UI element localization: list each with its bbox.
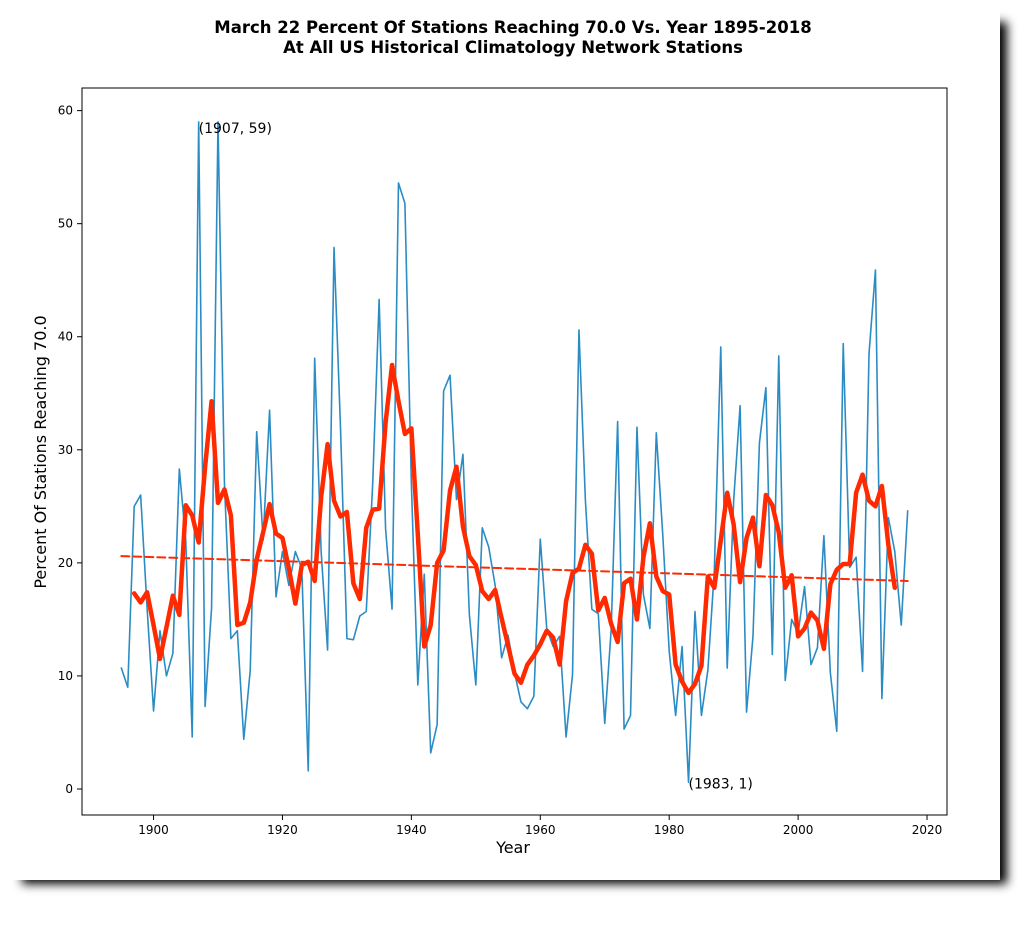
annotation: (1907, 59): [199, 121, 272, 137]
x-axis-label: Year: [495, 838, 530, 857]
x-tick-label: 1960: [525, 823, 556, 837]
y-tick-label: 10: [58, 669, 73, 683]
x-tick-label: 2000: [783, 823, 814, 837]
data-line: [131, 362, 898, 696]
x-tick-label: 2020: [912, 823, 943, 837]
x-tick-label: 1920: [267, 823, 298, 837]
chart-title: March 22 Percent Of Stations Reaching 70…: [214, 18, 811, 37]
y-tick-label: 30: [58, 443, 73, 457]
trend-line: [120, 555, 909, 582]
x-tick-label: 1900: [138, 823, 169, 837]
chart-subtitle: At All US Historical Climatology Network…: [283, 38, 743, 57]
y-tick-label: 20: [58, 556, 73, 570]
y-axis-label: Percent Of Stations Reaching 70.0: [31, 315, 50, 588]
y-tick-label: 50: [58, 217, 73, 231]
x-tick-label: 1980: [654, 823, 685, 837]
y-tick-label: 0: [65, 782, 73, 796]
y-tick-label: 60: [58, 104, 73, 118]
frame: [0, 0, 1000, 880]
y-tick-label: 40: [58, 330, 73, 344]
x-tick-label: 1940: [396, 823, 427, 837]
plot-frame: [81, 87, 948, 816]
annotation: (1983, 1): [689, 777, 753, 793]
